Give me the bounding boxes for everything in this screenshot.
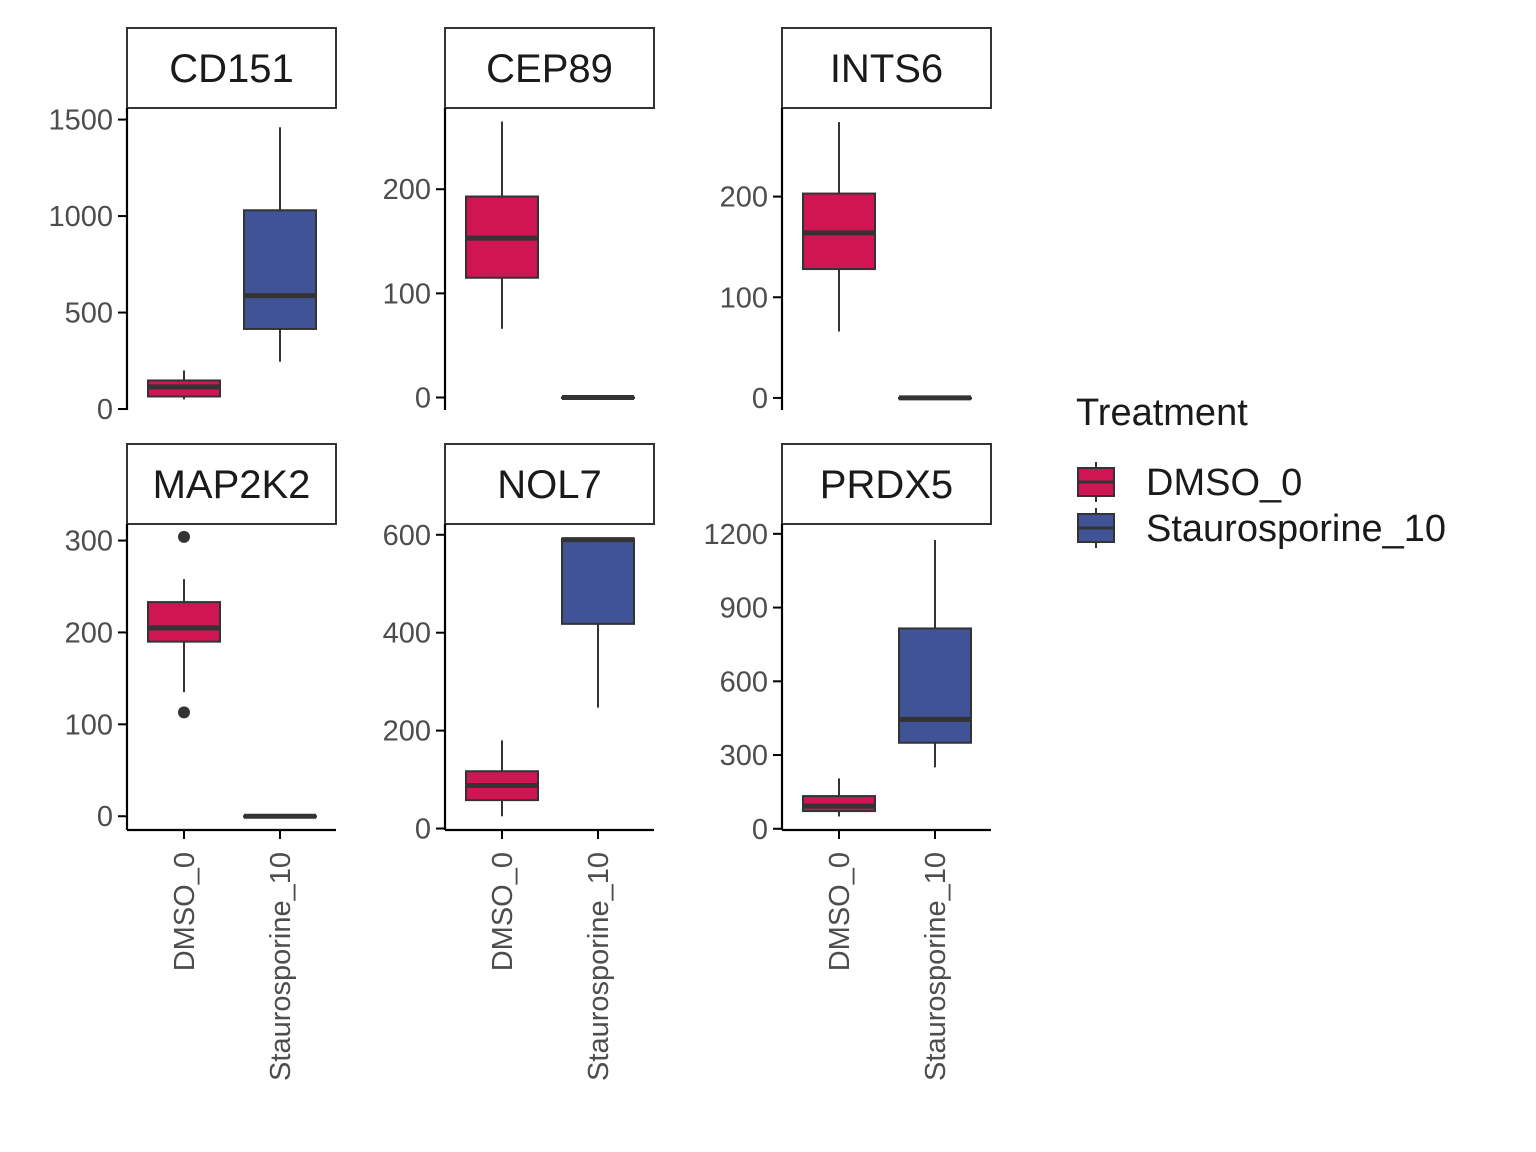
facet-strip-label: NOL7 [497, 463, 602, 507]
facet-strip [781, 27, 992, 109]
x-tick-label: DMSO_0 [169, 852, 201, 971]
box-dmso_0 [147, 530, 221, 719]
y-tick-label: 300 [720, 740, 768, 772]
x-tick-label: DMSO_0 [824, 852, 856, 971]
box-iqr [561, 537, 635, 625]
facet-strip [126, 443, 337, 525]
y-tick-label: 500 [65, 298, 113, 330]
y-tick-label: 1500 [48, 105, 113, 137]
y-tick-label: 0 [97, 394, 113, 426]
y-tick-label: 0 [97, 801, 113, 833]
y-tick-label: 0 [415, 383, 431, 415]
facet-panel-nol7: NOL7 0 200 400 600 DMSO_0 Staurosporine_10 [383, 443, 655, 1081]
box-dmso_0 [465, 121, 539, 329]
outlier-point [178, 706, 190, 719]
outlier-point [178, 530, 190, 543]
y-tick-label: 600 [383, 520, 431, 552]
facet-panel-ints6: INTS6 0 100 200 [720, 27, 992, 415]
facet-strip [444, 443, 655, 525]
box-dmso_0 [802, 778, 876, 817]
legend-label: Staurosporine_10 [1146, 508, 1446, 550]
y-tick-label: 100 [383, 278, 431, 310]
box-staurosporine_10 [561, 395, 635, 401]
facet-panel-cep89: CEP89 0 100 200 [383, 27, 655, 415]
box-iqr [243, 209, 317, 330]
y-tick-label: 200 [720, 182, 768, 214]
legend-entry-dmso_0: DMSO_0 [1077, 462, 1302, 504]
facet-panel-prdx5: PRDX5 0 300 600 900 1200 DMSO_0 Staurosporine_1… [703, 443, 992, 1081]
box-iqr [898, 627, 972, 744]
y-tick-label: 0 [415, 814, 431, 846]
facet-panels: CD151050010001500CEP890100200INTS6010020… [48, 27, 992, 1081]
x-tick-label: Staurosporine_10 [583, 852, 615, 1081]
y-tick-label: 1200 [703, 519, 768, 551]
box-iqr [802, 795, 876, 813]
facet-panel-cd151: CD151 0 500 1000 1500 [48, 27, 337, 426]
legend-label: DMSO_0 [1146, 462, 1302, 504]
y-tick-label: 200 [383, 716, 431, 748]
facet-strip [781, 443, 992, 525]
y-tick-label: 300 [65, 526, 113, 558]
y-tick-label: 100 [720, 282, 768, 314]
box-staurosporine_10 [898, 395, 972, 401]
x-tick-label: DMSO_0 [487, 852, 519, 971]
x-tick-label: Staurosporine_10 [265, 852, 297, 1081]
y-tick-label: 900 [720, 593, 768, 625]
y-tick-label: 100 [65, 709, 113, 741]
box-dmso_0 [147, 370, 221, 400]
facet-strip-label: CD151 [169, 47, 294, 91]
y-tick-label: 0 [752, 814, 768, 846]
y-tick-label: 200 [383, 174, 431, 206]
x-tick-label: Staurosporine_10 [920, 852, 952, 1081]
facet-strip-label: PRDX5 [820, 463, 953, 507]
y-tick-label: 400 [383, 618, 431, 650]
facet-strip-label: CEP89 [486, 47, 613, 91]
facet-strip-label: MAP2K2 [153, 463, 311, 507]
legend-title: Treatment [1076, 392, 1248, 434]
y-tick-label: 200 [65, 617, 113, 649]
legend-entry-staurosporine_10: Staurosporine_10 [1077, 508, 1446, 550]
facet-strip-label: INTS6 [830, 47, 943, 91]
box-staurosporine_10 [243, 813, 317, 819]
box-staurosporine_10 [561, 537, 635, 708]
y-tick-label: 1000 [48, 201, 113, 233]
facet-panel-map2k2: MAP2K2 0 100 200 300 DMSO_0 Staurosporine_10 [65, 443, 337, 1081]
facet-strip [126, 27, 337, 109]
box-dmso_0 [802, 122, 876, 332]
box-iqr [147, 601, 221, 643]
box-staurosporine_10 [243, 127, 317, 362]
box-dmso_0 [465, 740, 539, 817]
y-tick-label: 600 [720, 666, 768, 698]
facet-strip [444, 27, 655, 109]
box-staurosporine_10 [898, 539, 972, 768]
y-tick-label: 0 [752, 383, 768, 415]
